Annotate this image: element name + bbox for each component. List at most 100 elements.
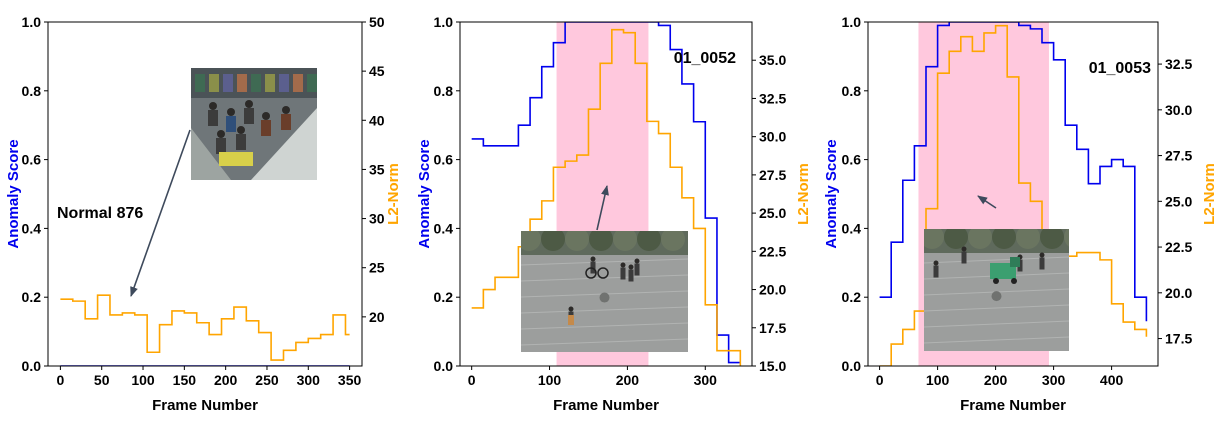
thumbnail-shelf-goods <box>209 74 219 92</box>
y-tick-label: 0.0 <box>22 358 42 374</box>
y2-tick-label: 22.5 <box>759 243 786 259</box>
thumbnail-person-bag <box>568 315 574 325</box>
x-tick-label: 300 <box>694 372 718 388</box>
thumbnail-person-head <box>262 112 270 120</box>
y-tick-label: 0.8 <box>842 83 862 99</box>
y2-axis-label: L2-Norm <box>385 163 402 225</box>
x-tick-label: 200 <box>214 372 238 388</box>
thumbnail-person-head <box>961 246 967 252</box>
thumbnail-vehicle-body <box>990 263 1016 279</box>
x-tick-label: 300 <box>297 372 321 388</box>
y2-tick-label: 27.5 <box>1165 148 1192 164</box>
thumbnail-person-head <box>1039 252 1045 258</box>
thumbnail-tree <box>637 231 661 251</box>
thumbnail-tree <box>968 229 992 249</box>
x-tick-label: 400 <box>1100 372 1124 388</box>
y2-tick-label: 25.0 <box>1165 193 1192 209</box>
series-line-anomaly-score <box>879 22 1148 322</box>
y2-tick-label: 20.0 <box>759 282 786 298</box>
thumbnail-shelf-goods <box>279 74 289 92</box>
series-line-anomaly-score <box>471 22 741 364</box>
y-tick-label: 1.0 <box>22 14 42 30</box>
thumbnail-tree <box>541 231 565 251</box>
chart-panel-3: 0 100 200 300 400 0.0 0.2 0.4 0.6 0.8 1.0 17.5 20.0 2… <box>823 14 1218 414</box>
thumbnail-tree <box>924 229 944 249</box>
y2-tick-label: 32.5 <box>1165 56 1192 72</box>
thumbnail-person-head <box>209 102 217 110</box>
y2-tick-label: 30.0 <box>1165 102 1192 118</box>
x-axis-label: Frame Number <box>553 397 659 414</box>
thumbnail-paving-line <box>924 256 1069 264</box>
y2-tick-label: 35 <box>369 161 385 177</box>
video-thumbnail <box>924 229 1069 351</box>
video-id-annotation: 01_0053 <box>1089 60 1151 77</box>
thumbnail-person-head <box>245 100 253 108</box>
y2-tick-label: 27.5 <box>759 167 786 183</box>
thumbnail-person-head <box>282 106 290 114</box>
y-tick-label: 1.0 <box>434 14 454 30</box>
x-tick-label: 100 <box>538 372 562 388</box>
y-tick-label: 0.2 <box>434 289 454 305</box>
y-tick-label: 0.4 <box>434 220 454 236</box>
thumbnail-person-body <box>634 263 640 276</box>
thumbnail-paving-line <box>521 258 688 266</box>
y-tick-label: 0.2 <box>842 289 862 305</box>
thumbnail-person-head <box>568 306 574 312</box>
thumbnail-paving-line <box>521 338 688 346</box>
thumbnail-bicycle-wheel <box>597 267 609 279</box>
thumbnail-tree <box>661 231 685 251</box>
annotation-arrow <box>596 185 609 231</box>
thumbnail-shelf-goods <box>251 74 261 92</box>
annotation-arrow <box>130 129 191 297</box>
y2-tick-label: 22.5 <box>1165 239 1192 255</box>
video-id-annotation: Normal 876 <box>57 205 143 222</box>
thumbnail-person-head <box>634 258 640 264</box>
chart-panel-1: 0 50 100 150 200 250 300 350 0.0 0.2 0.4 0.6 0.8 1.0 2… <box>5 14 402 414</box>
y-tick-label: 0.8 <box>434 83 454 99</box>
x-tick-label: 150 <box>173 372 197 388</box>
thumbnail-person-head <box>237 126 245 134</box>
thumbnail-shelf-goods <box>307 74 317 92</box>
thumbnail-paving-line <box>521 322 688 330</box>
thumbnail-person-body <box>216 138 226 154</box>
y-tick-label: 0.4 <box>842 220 862 236</box>
x-axis-label: Frame Number <box>960 397 1066 414</box>
y-axis-label: Anomaly Score <box>823 139 840 248</box>
y2-tick-label: 15.0 <box>759 358 786 374</box>
y-tick-label: 0.2 <box>22 289 42 305</box>
thumbnail-person-body <box>1039 257 1045 270</box>
thumbnail-person-body <box>208 110 218 126</box>
thumbnail-person-body <box>261 120 271 136</box>
thumbnail-manhole <box>599 292 610 303</box>
x-tick-label: 350 <box>338 372 362 388</box>
thumbnail-shelf-goods <box>265 74 275 92</box>
axes-frame <box>459 21 753 367</box>
y-tick-label: 0.8 <box>22 83 42 99</box>
thumbnail-tree <box>1064 229 1069 247</box>
thumbnail-person-head <box>628 264 634 270</box>
x-tick-label: 100 <box>131 372 155 388</box>
thumbnail-tree <box>1040 229 1064 249</box>
y-tick-label: 0.0 <box>842 358 862 374</box>
y-tick-label: 0.6 <box>842 152 862 168</box>
series-line-l2-norm <box>60 294 350 361</box>
x-tick-label: 200 <box>984 372 1008 388</box>
x-tick-label: 0 <box>56 372 64 388</box>
x-axis-label: Frame Number <box>152 397 258 414</box>
thumbnail-person-head <box>217 130 225 138</box>
chart-panel-2: 0 100 200 300 0.0 0.2 0.4 0.6 0.8 1.0 15.0 17.5 20.0… <box>416 14 812 414</box>
thumbnail-tree <box>521 231 541 251</box>
thumbnail-person-head <box>227 108 235 116</box>
y-tick-label: 0.6 <box>434 152 454 168</box>
video-thumbnail <box>191 68 317 180</box>
thumbnail-person-body <box>590 261 596 274</box>
thumbnail-paving-line <box>924 304 1069 312</box>
y2-tick-label: 25.0 <box>759 205 786 221</box>
y2-axis-label: L2-Norm <box>1201 163 1218 225</box>
thumbnail-tree <box>992 229 1016 249</box>
thumbnail-vehicle-cab <box>1010 257 1020 267</box>
thumbnail-person-body <box>933 265 939 278</box>
y-tick-label: 0.4 <box>22 220 42 236</box>
y-tick-label: 0.0 <box>434 358 454 374</box>
